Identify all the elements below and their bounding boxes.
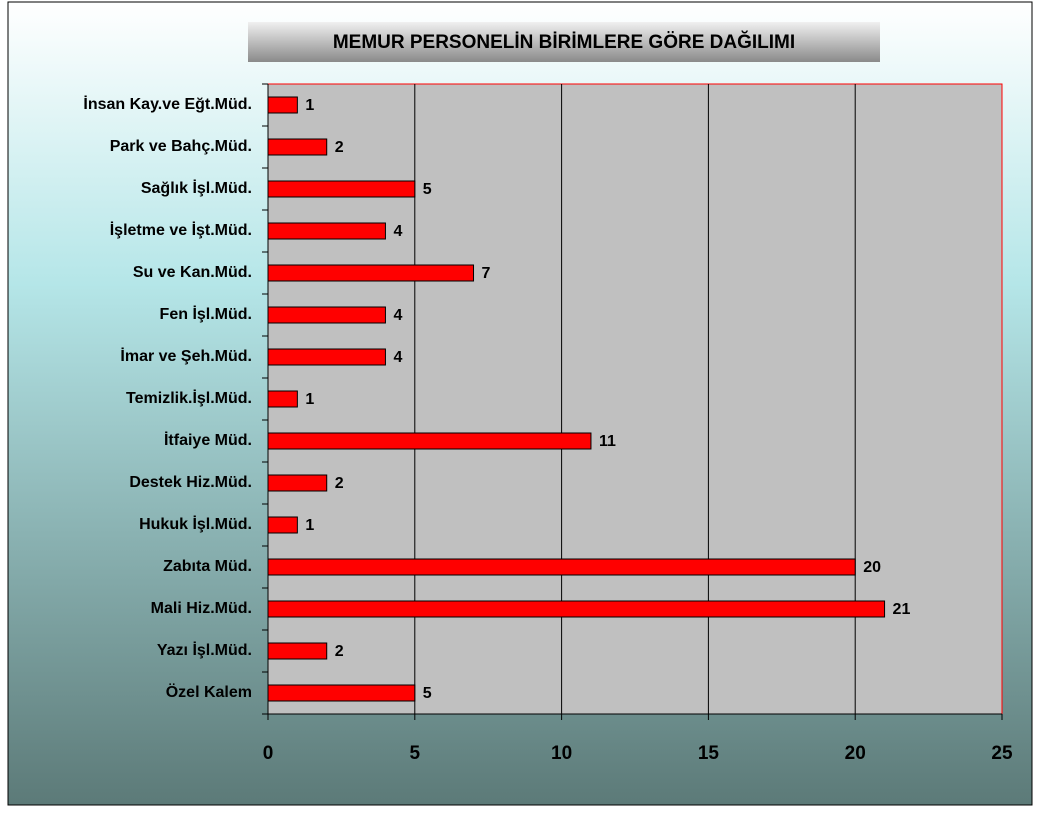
value-label: 7 bbox=[482, 265, 491, 282]
bar bbox=[267, 138, 328, 156]
value-label: 21 bbox=[893, 601, 911, 618]
value-label: 5 bbox=[423, 181, 432, 198]
value-label: 1 bbox=[305, 97, 314, 114]
bar bbox=[267, 390, 298, 408]
y-tick-label: İnsan Kay.ve Eğt.Müd. bbox=[83, 95, 252, 113]
x-tick-label: 25 bbox=[991, 743, 1013, 764]
y-tick-label: Yazı İşl.Müd. bbox=[157, 641, 252, 659]
bar bbox=[267, 180, 416, 198]
y-tick-label: Su ve Kan.Müd. bbox=[133, 264, 252, 281]
bar bbox=[267, 600, 886, 618]
bar bbox=[267, 516, 298, 534]
bar bbox=[267, 306, 386, 324]
value-label: 1 bbox=[305, 517, 314, 534]
value-label: 20 bbox=[863, 559, 881, 576]
y-tick-label: Temizlik.İşl.Müd. bbox=[126, 389, 252, 407]
y-tick-label: İtfaiye Müd. bbox=[164, 431, 252, 449]
bar bbox=[267, 432, 592, 450]
bar bbox=[267, 222, 386, 240]
y-tick-label: Destek Hiz.Müd. bbox=[129, 474, 252, 491]
value-label: 2 bbox=[335, 643, 344, 660]
x-tick-label: 10 bbox=[551, 743, 572, 764]
value-label: 4 bbox=[393, 307, 402, 324]
plot-area bbox=[267, 83, 1003, 715]
y-tick-label: İşletme ve İşt.Müd. bbox=[110, 221, 252, 239]
chart-title: MEMUR PERSONELİN BİRİMLERE GÖRE DAĞILIMI bbox=[333, 31, 795, 53]
value-label: 5 bbox=[423, 685, 432, 702]
bar bbox=[267, 558, 856, 576]
x-tick-label: 15 bbox=[698, 743, 720, 764]
y-tick-label: Hukuk İşl.Müd. bbox=[139, 515, 252, 533]
value-label: 2 bbox=[335, 475, 344, 492]
y-tick-label: Mali Hiz.Müd. bbox=[151, 600, 252, 617]
x-tick-label: 5 bbox=[410, 743, 421, 764]
bar bbox=[267, 684, 416, 702]
value-label: 4 bbox=[393, 223, 402, 240]
y-tick-label: Park ve Bahç.Müd. bbox=[110, 138, 252, 155]
value-label: 2 bbox=[335, 139, 344, 156]
y-tick-label: Zabıta Müd. bbox=[163, 558, 252, 575]
bar bbox=[267, 642, 328, 660]
value-label: 1 bbox=[305, 391, 314, 408]
x-tick-label: 20 bbox=[845, 743, 866, 764]
bar bbox=[267, 474, 328, 492]
y-tick-label: İmar ve Şeh.Müd. bbox=[120, 347, 252, 365]
y-tick-label: Sağlık İşl.Müd. bbox=[141, 179, 252, 197]
bar bbox=[267, 264, 475, 282]
y-tick-label: Fen İşl.Müd. bbox=[160, 305, 252, 323]
bar bbox=[267, 348, 386, 366]
x-tick-label: 0 bbox=[263, 743, 274, 764]
bar bbox=[267, 96, 298, 114]
title-box bbox=[248, 22, 880, 62]
value-label: 11 bbox=[599, 433, 616, 450]
y-tick-label: Özel Kalem bbox=[166, 682, 252, 701]
value-label: 4 bbox=[393, 349, 402, 366]
